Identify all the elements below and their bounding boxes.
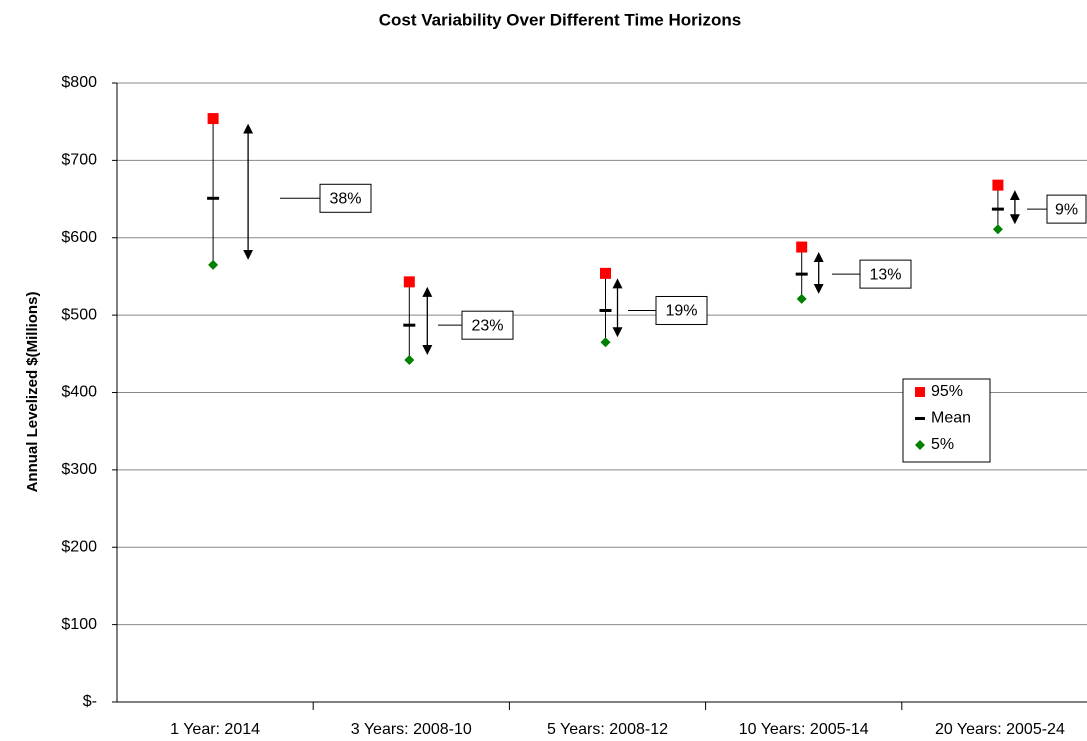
annotation-box <box>859 259 912 289</box>
x-tick-label: 5 Years: 2008-12 <box>547 721 668 738</box>
annotation-label: 13% <box>869 266 901 283</box>
x-tick-label: 20 Years: 2005-24 <box>935 721 1065 738</box>
y-tick-label: $400 <box>61 384 97 401</box>
y-tick-label: $300 <box>61 461 97 478</box>
y-tick-label: $100 <box>61 616 97 633</box>
marker-95 <box>600 267 611 279</box>
annotation-box <box>655 295 708 325</box>
marker-mean <box>599 308 612 312</box>
marker-mean <box>207 196 220 200</box>
legend-marker <box>915 387 925 397</box>
marker-5 <box>404 355 415 366</box>
marker-95 <box>207 113 219 125</box>
legend-label: 5% <box>931 436 954 453</box>
marker-5 <box>796 293 807 304</box>
annotation-box <box>319 183 372 213</box>
marker-mean <box>795 272 808 276</box>
y-tick-label: $200 <box>61 538 97 555</box>
marker-5 <box>992 224 1003 235</box>
y-tick-label: $700 <box>61 152 97 169</box>
x-tick-label: 1 Year: 2014 <box>170 721 260 738</box>
y-tick-label: $600 <box>61 229 97 246</box>
annotation-label: 9% <box>1055 201 1078 218</box>
marker-95 <box>796 241 808 253</box>
marker-95 <box>992 179 1004 191</box>
marker-mean <box>403 323 416 327</box>
legend-label: Mean <box>931 410 971 427</box>
y-tick-label: $800 <box>61 74 97 91</box>
annotation-label: 23% <box>471 317 503 334</box>
legend-marker <box>915 417 925 420</box>
marker-5 <box>208 259 219 270</box>
annotation-box <box>1046 194 1087 224</box>
legend-marker <box>915 440 925 450</box>
annotation-box <box>461 310 514 340</box>
chart-title: Cost Variability Over Different Time Hor… <box>379 10 741 29</box>
y-tick-label: $500 <box>61 306 97 323</box>
marker-95 <box>403 276 415 288</box>
annotation-label: 19% <box>665 303 697 320</box>
x-tick-label: 10 Years: 2005-14 <box>739 721 869 738</box>
annotation-label: 38% <box>329 191 361 208</box>
marker-5 <box>600 337 611 348</box>
marker-mean <box>991 207 1004 211</box>
y-tick-label: $- <box>83 693 97 710</box>
x-tick-label: 3 Years: 2008-10 <box>351 721 472 738</box>
legend-label: 95% <box>931 383 963 400</box>
y-axis-label: Annual Levelized $(Millions) <box>24 292 41 493</box>
